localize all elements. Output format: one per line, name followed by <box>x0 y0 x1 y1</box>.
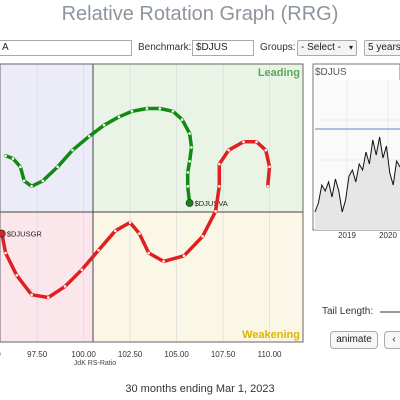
series-point-djusva <box>180 118 184 121</box>
x-tick-label: 110.00 <box>258 350 282 359</box>
plot-border <box>0 63 304 343</box>
x-tick-label: 107.50 <box>211 350 236 359</box>
series-point-djusgr <box>201 235 204 238</box>
series-point-djusva <box>188 160 191 163</box>
series-point-djusgr <box>97 248 100 252</box>
bench-area <box>315 137 400 230</box>
series-point-djusva <box>87 134 91 138</box>
series-point-djusva <box>41 179 45 183</box>
series-point-djusva <box>22 179 26 183</box>
series-point-djusva <box>19 165 22 169</box>
x-axis-label: JdK RS-Ratio <box>74 360 117 367</box>
series-end-label-djusgr: $DJUSGR <box>7 230 43 239</box>
benchmark-input[interactable]: $DJUS <box>192 40 254 56</box>
series-point-djusva <box>117 115 121 119</box>
series-point-djusgr <box>242 140 245 144</box>
series-point-djusgr <box>218 162 221 166</box>
x-tick-label: 95.00 <box>0 350 1 359</box>
series-point-djusva <box>56 165 59 169</box>
x-tick-label: 102.50 <box>118 350 143 359</box>
series-end-label-djusva: $DJUSVA <box>195 199 228 208</box>
groups-select[interactable]: - Select - ▾ <box>297 40 357 56</box>
x-tick-label: 97.50 <box>27 350 48 359</box>
series-point-djusva <box>130 109 134 113</box>
symbols-input[interactable]: A <box>0 40 132 56</box>
series-point-djusgr <box>182 254 186 258</box>
step-button[interactable]: ‹ <box>384 331 400 349</box>
period-select[interactable]: 5 years <box>364 40 400 56</box>
series-line-djusva <box>3 106 194 205</box>
quadrant-lagging <box>0 212 93 342</box>
arrow-icon: ‹ <box>392 334 396 345</box>
series-point-djusva <box>186 171 190 174</box>
bench-x-tick-label: 2020 <box>379 231 397 240</box>
series-point-djusva <box>158 107 162 110</box>
series-point-djusva <box>186 185 190 188</box>
series-point-djusva <box>30 185 33 188</box>
series-point-djusgr <box>218 185 221 188</box>
chevron-down-icon: ▾ <box>348 43 353 52</box>
controls-bar: A Benchmark: $DJUS Groups: - Select - ▾ … <box>0 40 400 56</box>
series-point-djusgr <box>255 140 258 144</box>
series-point-djusgr <box>63 285 67 288</box>
series-point-djusva <box>188 132 191 135</box>
page-title: Relative Rotation Graph (RRG) <box>61 3 339 25</box>
series-point-djusgr <box>266 185 269 188</box>
groups-label: Groups: <box>260 42 296 53</box>
quadrant-weakening <box>93 212 303 342</box>
rrg-chart: Leading Weakening $DJUSVA $DJUSGR 95.00 97… <box>0 63 400 367</box>
footer-date-range: 30 months ending Mar 1, 2023 <box>125 383 275 395</box>
series-point-djusgr <box>128 221 132 224</box>
x-tick-label: 100.00 <box>71 350 96 359</box>
period-select-value: 5 years <box>368 42 400 53</box>
tail-length-label: Tail Length: <box>322 306 374 317</box>
series-point-djusgr <box>15 273 19 277</box>
series-endpoint-djusva <box>185 199 194 207</box>
quadrant-leading-label: Leading <box>258 67 300 79</box>
benchmark-panel-title: $DJUS <box>315 67 347 78</box>
series-point-djusgr <box>113 229 117 233</box>
series-point-djusgr <box>147 251 151 255</box>
series-point-djusgr <box>138 232 141 235</box>
series-point-djusgr <box>268 165 271 169</box>
series-point-djusva <box>171 109 175 113</box>
series-point-djusgr <box>47 296 50 299</box>
x-tick-label: 105.00 <box>164 350 189 359</box>
series-point-djusgr <box>162 260 165 263</box>
series-line-djusgr <box>0 140 272 300</box>
animate-button[interactable]: animate <box>330 331 378 349</box>
bench-x-tick-label: 2019 <box>338 231 356 240</box>
series-point-djusva <box>71 148 74 152</box>
series-endpoint-djusgr <box>0 229 6 238</box>
series-point-djusva <box>145 107 149 110</box>
benchmark-label: Benchmark: <box>138 42 192 53</box>
series-point-djusva <box>102 123 106 127</box>
groups-select-value: - Select - <box>301 42 342 53</box>
bench-price-line <box>314 136 400 213</box>
quadrant-weakening-label: Weakening <box>242 329 300 341</box>
series-point-djusgr <box>30 293 33 297</box>
series-point-djusgr <box>227 148 230 152</box>
series-point-djusva <box>11 157 15 160</box>
quadrant-improving <box>0 64 93 212</box>
quadrant-leading <box>93 64 303 212</box>
series-point-djusgr <box>80 268 84 272</box>
series-point-djusgr <box>4 251 7 255</box>
series-point-djusgr <box>214 210 217 213</box>
series-point-djusgr <box>264 148 268 152</box>
series-point-djusva <box>190 146 193 149</box>
series-point-djusva <box>4 154 7 158</box>
